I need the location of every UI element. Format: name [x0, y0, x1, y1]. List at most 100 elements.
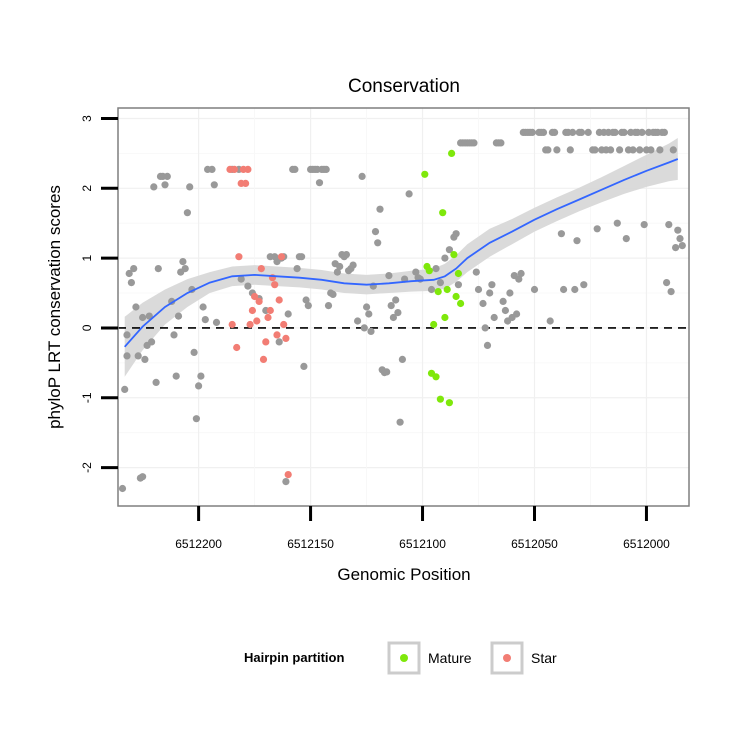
point-other — [349, 261, 357, 269]
point-other — [244, 282, 252, 290]
point-other — [622, 235, 630, 243]
point-mature — [445, 399, 453, 407]
point-star — [282, 334, 290, 342]
point-other — [616, 146, 624, 154]
point-other — [127, 279, 135, 287]
smooth-curve — [124, 158, 679, 348]
point-other — [150, 183, 158, 191]
point-other — [179, 258, 187, 266]
point-other — [660, 128, 669, 136]
point-other — [170, 331, 178, 339]
y-tick-label: 0 — [80, 324, 94, 331]
point-other — [212, 318, 221, 326]
plot-border — [117, 107, 690, 507]
point-star — [284, 471, 292, 479]
point-star — [266, 306, 274, 315]
point-other — [394, 309, 402, 317]
point-other — [663, 279, 671, 287]
point-star — [246, 320, 254, 329]
legend-key-star — [490, 641, 524, 675]
point-star — [273, 331, 281, 339]
point-other — [365, 310, 373, 318]
point-star — [228, 320, 236, 329]
point-other — [557, 230, 566, 238]
point-other — [132, 303, 140, 311]
point-other — [302, 296, 310, 304]
point-star — [233, 343, 241, 352]
point-star — [235, 253, 243, 261]
point-other — [398, 355, 406, 363]
point-other — [125, 269, 133, 278]
y-axis: 3 2 1 0 -1 -2 — [80, 115, 118, 473]
point-other — [385, 272, 393, 280]
point-mature — [434, 288, 442, 296]
y-axis-title: phyloP LRT conservation scores — [45, 185, 64, 429]
point-other — [501, 306, 509, 315]
point-other — [190, 348, 198, 356]
point-mature — [452, 292, 460, 301]
point-star — [277, 253, 286, 261]
legend-dot-star — [503, 654, 511, 662]
point-star — [244, 165, 252, 173]
point-other — [139, 473, 147, 481]
point-other — [181, 265, 189, 273]
point-other — [183, 209, 191, 217]
point-other — [315, 179, 324, 187]
point-other — [665, 221, 673, 229]
point-other — [629, 146, 637, 154]
point-other — [584, 128, 592, 136]
x-axis-title: Genomic Position — [337, 565, 470, 584]
point-other — [186, 183, 194, 191]
point-other — [544, 146, 552, 154]
point-other — [329, 290, 337, 298]
point-other — [387, 302, 395, 310]
point-mature — [436, 395, 444, 403]
point-other — [139, 313, 147, 322]
point-other — [506, 289, 514, 297]
point-other — [154, 265, 162, 273]
point-mature — [430, 320, 438, 329]
point-other — [291, 165, 299, 173]
point-other — [201, 316, 209, 324]
point-mature — [448, 149, 456, 157]
point-other — [481, 324, 489, 332]
point-other — [515, 275, 523, 283]
point-other — [513, 310, 521, 318]
point-other — [613, 219, 621, 227]
point-other — [300, 362, 308, 370]
point-other — [499, 297, 507, 305]
point-other — [593, 225, 601, 233]
point-other — [640, 221, 648, 229]
point-other — [389, 313, 397, 322]
point-other — [152, 378, 160, 386]
point-other — [134, 352, 142, 360]
point-other — [607, 146, 615, 154]
point-other — [130, 265, 138, 273]
point-other — [472, 268, 480, 276]
point-other — [620, 128, 628, 136]
point-other — [374, 239, 382, 247]
point-other — [354, 317, 362, 325]
point-other — [123, 331, 131, 339]
point-other — [118, 484, 127, 493]
point-other — [566, 146, 574, 154]
point-other — [197, 372, 205, 380]
point-other — [667, 288, 675, 296]
point-other — [237, 275, 245, 283]
point-other — [405, 190, 413, 198]
point-other — [275, 338, 283, 346]
point-other — [427, 285, 436, 294]
point-other — [539, 128, 548, 136]
y-tick-label: -1 — [80, 392, 94, 403]
point-other — [195, 382, 203, 390]
point-other — [497, 139, 505, 147]
point-other — [363, 303, 371, 311]
legend-dot-mature — [400, 654, 408, 662]
point-star — [242, 179, 250, 187]
point-other — [669, 146, 677, 154]
point-other — [123, 352, 131, 360]
point-star — [280, 320, 288, 329]
point-other — [571, 285, 579, 294]
point-other — [551, 128, 559, 136]
